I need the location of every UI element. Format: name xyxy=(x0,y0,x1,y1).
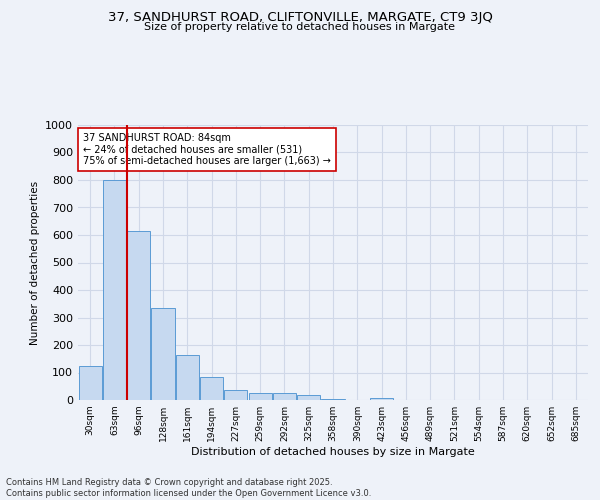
Y-axis label: Number of detached properties: Number of detached properties xyxy=(29,180,40,344)
Bar xyxy=(176,355,199,400)
Bar xyxy=(103,180,126,400)
Bar xyxy=(151,308,175,400)
Bar xyxy=(127,231,150,400)
X-axis label: Distribution of detached houses by size in Margate: Distribution of detached houses by size … xyxy=(191,447,475,457)
Text: 37 SANDHURST ROAD: 84sqm
← 24% of detached houses are smaller (531)
75% of semi-: 37 SANDHURST ROAD: 84sqm ← 24% of detach… xyxy=(83,133,331,166)
Bar xyxy=(322,398,344,400)
Bar xyxy=(297,394,320,400)
Bar xyxy=(370,398,393,400)
Bar xyxy=(273,394,296,400)
Text: 37, SANDHURST ROAD, CLIFTONVILLE, MARGATE, CT9 3JQ: 37, SANDHURST ROAD, CLIFTONVILLE, MARGAT… xyxy=(107,11,493,24)
Bar xyxy=(248,393,272,400)
Text: Size of property relative to detached houses in Margate: Size of property relative to detached ho… xyxy=(145,22,455,32)
Text: Contains HM Land Registry data © Crown copyright and database right 2025.
Contai: Contains HM Land Registry data © Crown c… xyxy=(6,478,371,498)
Bar xyxy=(79,366,101,400)
Bar xyxy=(224,390,247,400)
Bar xyxy=(200,378,223,400)
